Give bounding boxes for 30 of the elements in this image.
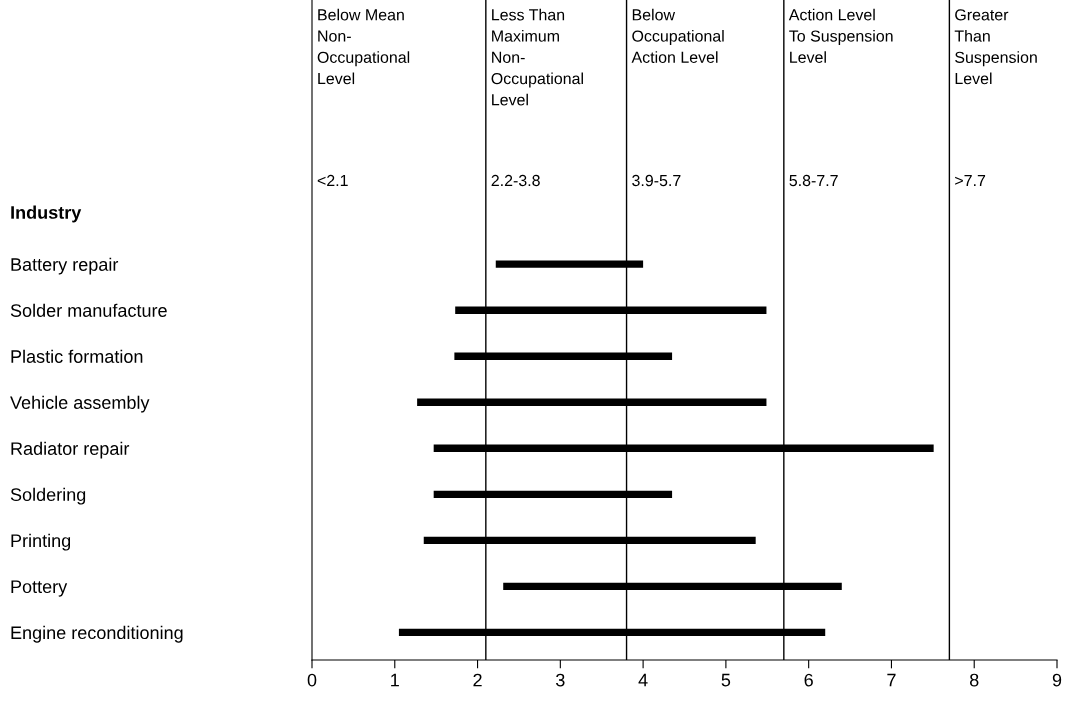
annotation: >7.7 [955, 175, 986, 187]
y-axis-title: Industry [11, 205, 82, 223]
y-tick-label: Battery repair [11, 257, 119, 275]
y-tick-label: Radiator repair [11, 441, 130, 459]
y-tick-label: Engine reconditioning [11, 625, 183, 643]
x-tick-label: 2 [473, 673, 482, 687]
y-tick-label: Plastic formation [11, 349, 143, 363]
x-tick-label: 4 [638, 673, 648, 687]
annotation: Below Occupational Action Level [631, 8, 724, 63]
text: Below Mean Non- Occupational Level [317, 8, 410, 85]
annotation: 5.8-7.7 [789, 174, 838, 187]
text: <2.1 [317, 174, 348, 187]
annotation: Greater Than Suspension Level [954, 9, 1037, 85]
annotation: Action Level To Suspension Level [788, 8, 893, 63]
x-tick-label: 1 [391, 673, 399, 687]
x-tick-label: 8 [969, 673, 979, 687]
y-tick-label: Solder manufacture [10, 303, 167, 317]
annotation: 2.2-3.8 [491, 174, 540, 187]
x-tick-label: 5 [721, 673, 731, 687]
annotation: 3.9-5.7 [632, 174, 681, 187]
y-tick-label: Vehicle assembly [10, 395, 150, 413]
x-tick-label: 7 [887, 673, 896, 687]
x-tick-label: 0 [307, 673, 317, 687]
x-tick-label: 6 [804, 673, 813, 687]
annotation: Less Than Maximum Non- Occupational Level [491, 8, 583, 106]
y-tick-label: Printing [11, 533, 71, 551]
y-tick-label: Soldering [10, 487, 86, 505]
x-tick-label: 3 [556, 673, 565, 687]
y-tick-label: Pottery [11, 580, 68, 597]
x-tick-label: 9 [1052, 673, 1062, 687]
